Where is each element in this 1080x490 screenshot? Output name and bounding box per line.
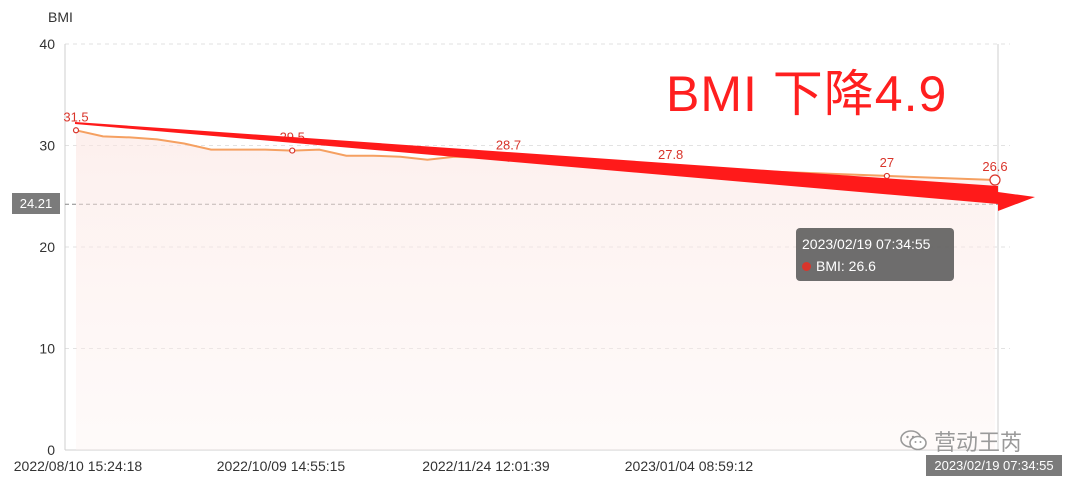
tooltip-value: BMI: 26.6 xyxy=(816,258,876,274)
data-point xyxy=(883,172,890,180)
x-tick-label: 2022/11/24 12:01:39 xyxy=(422,458,550,474)
x-axis-pointer-label: 2023/02/19 07:34:55 xyxy=(926,455,1062,476)
x-tick-label: 2022/08/10 15:24:18 xyxy=(14,458,143,474)
series-area xyxy=(76,130,995,451)
y-tick-label: 20 xyxy=(39,239,55,255)
series-dot-icon xyxy=(802,262,811,271)
data-label: 27.8 xyxy=(658,147,683,162)
y-tick-label: 0 xyxy=(47,442,55,458)
y-axis-title: BMI xyxy=(48,9,73,25)
data-tooltip: 2023/02/19 07:34:55 BMI: 26.6 xyxy=(796,228,954,281)
data-label: 28.7 xyxy=(496,138,521,153)
watermark: 营动王芮 xyxy=(900,426,1022,456)
y-tick-labels: 0 10 20 30 40 xyxy=(39,36,55,458)
data-point xyxy=(289,147,296,154)
y-tick-label: 40 xyxy=(39,36,55,52)
y-tick-label: 10 xyxy=(39,341,55,357)
tooltip-row: BMI: 26.6 xyxy=(802,255,948,277)
x-tick-labels: 2022/08/10 15:24:18 2022/10/09 14:55:15 20… xyxy=(14,458,754,474)
wechat-icon xyxy=(900,430,928,452)
data-label: 31.5 xyxy=(63,109,88,124)
x-tick-label: 2022/10/09 14:55:15 xyxy=(217,458,346,474)
watermark-text: 营动王芮 xyxy=(934,430,1023,455)
overlay-title: BMI 下降4.9 xyxy=(666,66,948,122)
data-point xyxy=(989,174,1001,186)
data-point xyxy=(72,127,80,134)
trend-arrow xyxy=(75,122,1035,211)
data-label: 26.6 xyxy=(982,159,1007,174)
y-tick-label: 30 xyxy=(39,138,55,154)
data-label: 27 xyxy=(880,155,894,170)
x-tick-label: 2023/01/04 08:59:12 xyxy=(625,458,754,474)
y-axis-pointer-label: 24.21 xyxy=(12,193,60,214)
tooltip-time: 2023/02/19 07:34:55 xyxy=(802,236,931,252)
